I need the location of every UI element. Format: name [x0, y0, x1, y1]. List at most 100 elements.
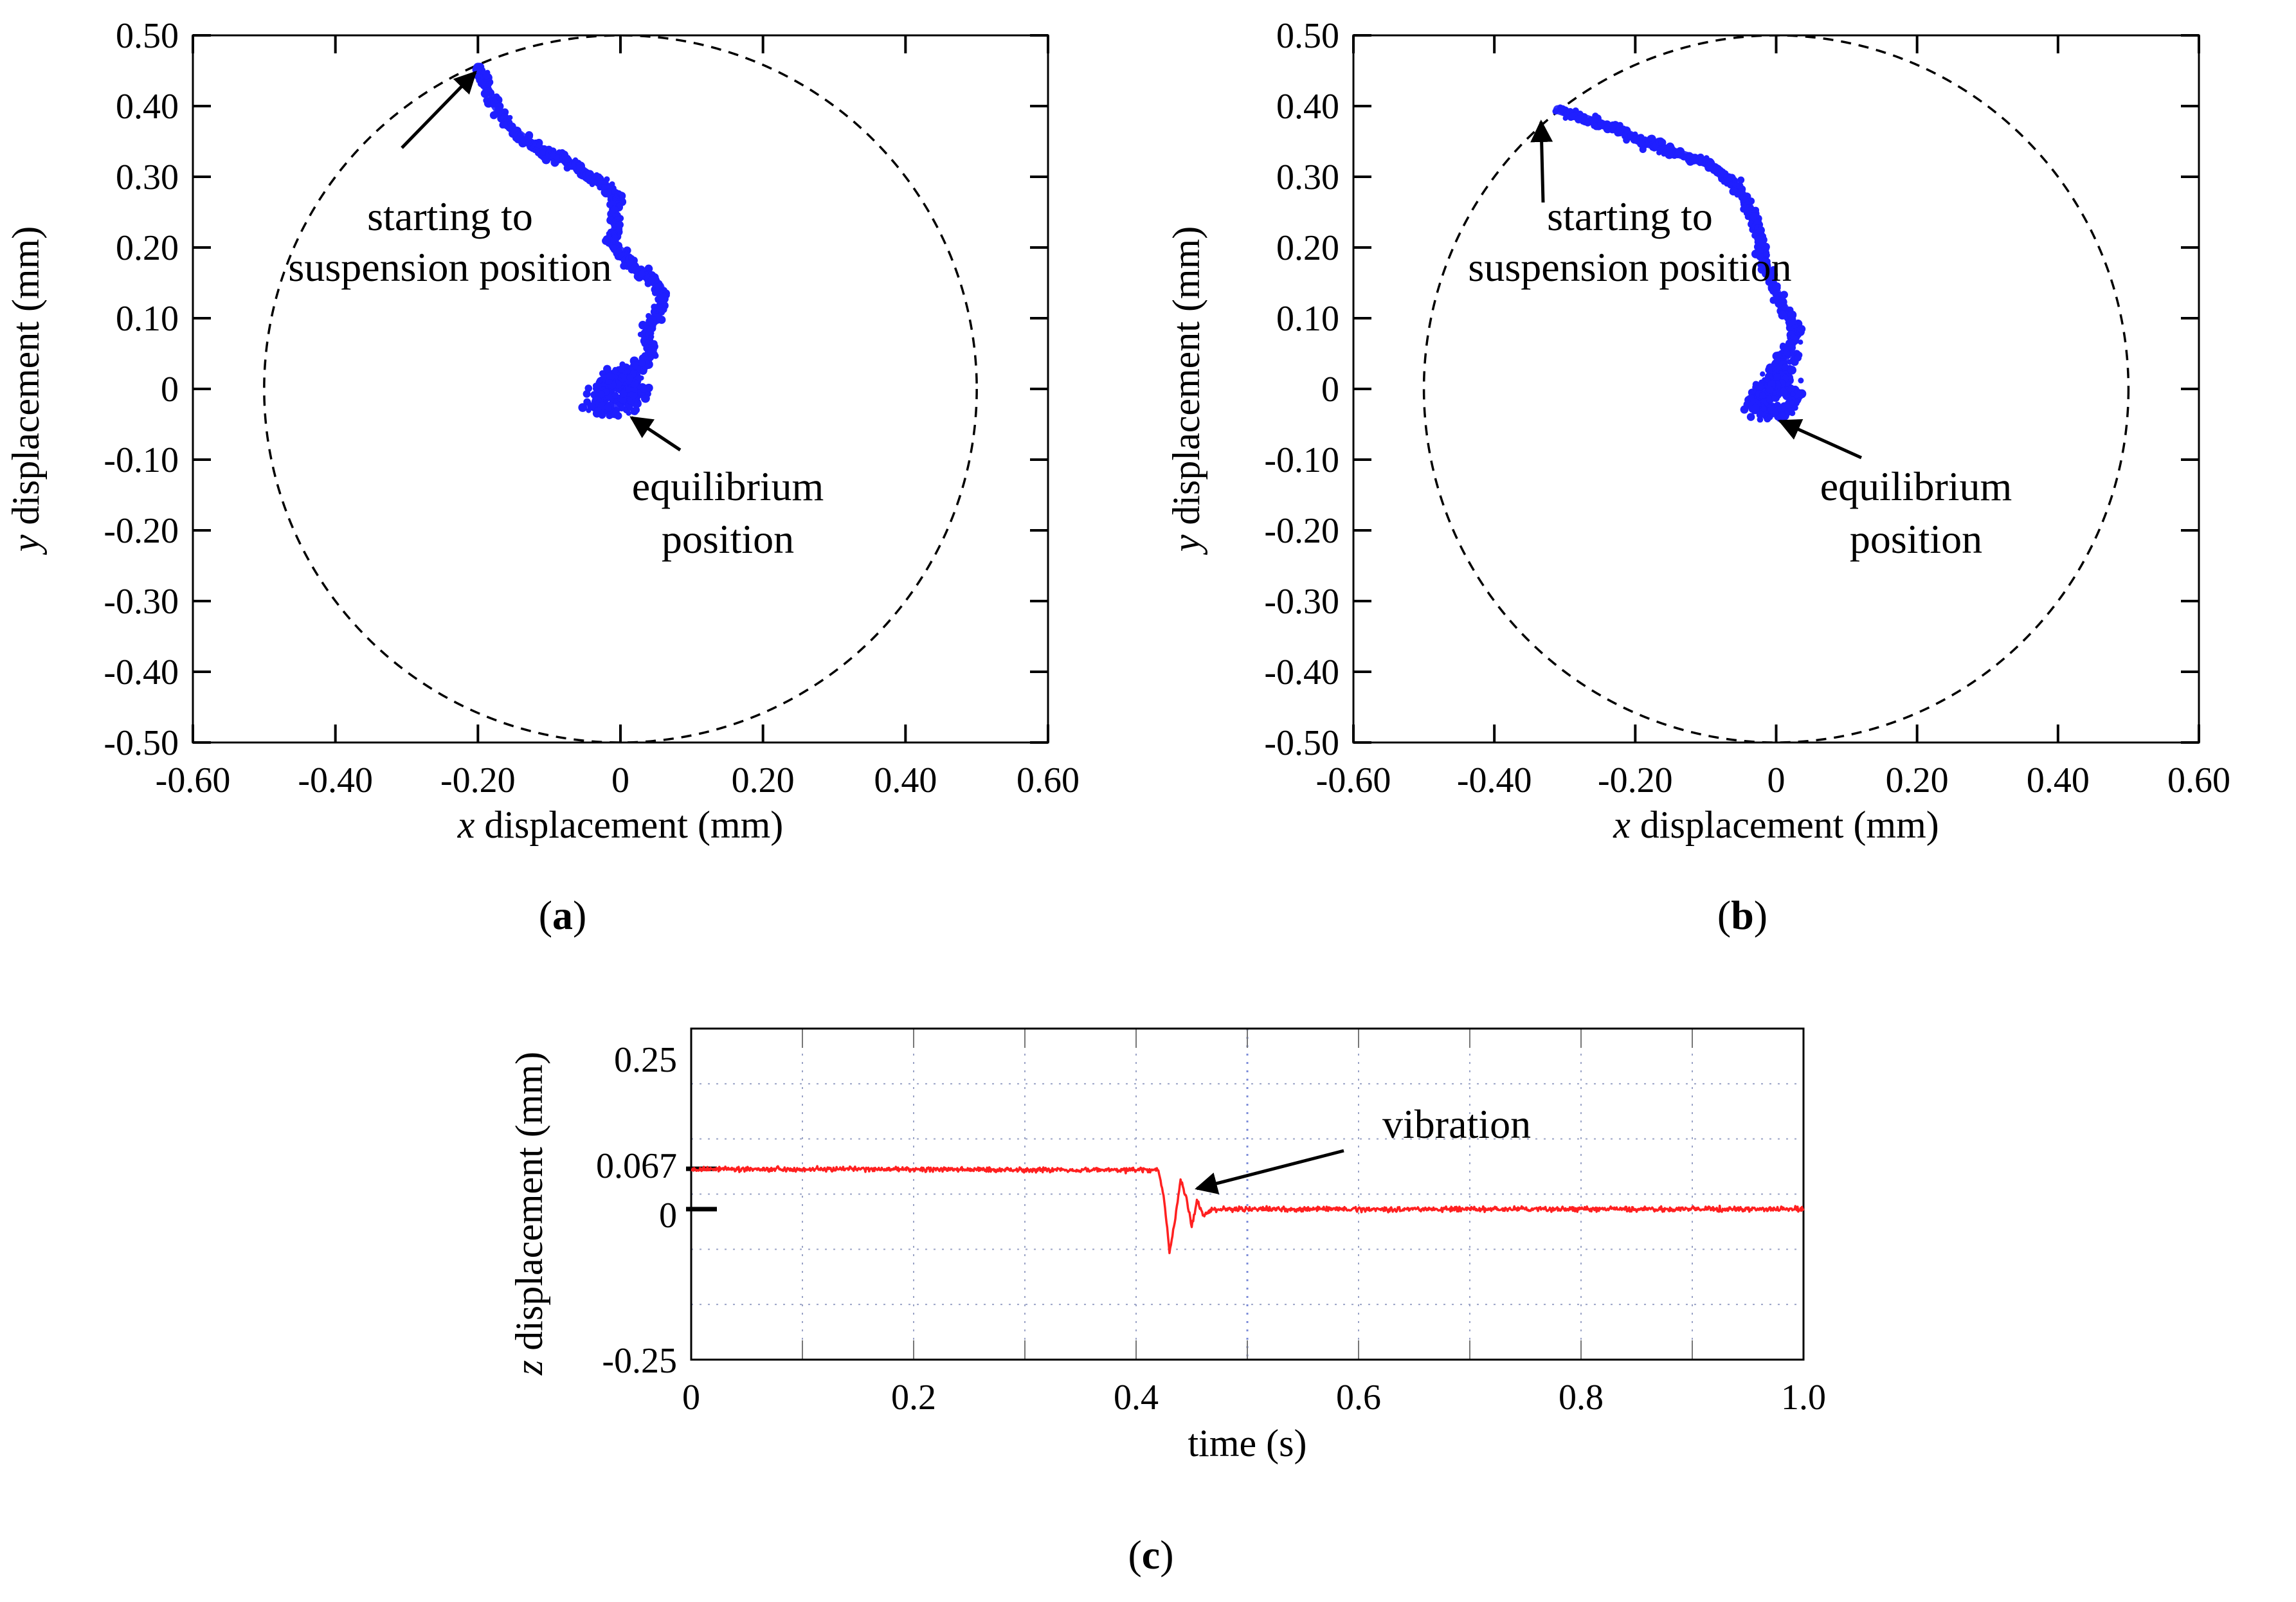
y-axis-label: y displacement (mm) — [1165, 226, 1207, 556]
y-tick-label: -0.20 — [1264, 511, 1339, 551]
trajectory-point — [1647, 134, 1656, 144]
equilibrium-arrow — [1778, 419, 1863, 460]
trajectory-point — [489, 111, 498, 120]
start-annotation-text: starting to — [367, 194, 533, 239]
x-tick-label: 0.2 — [891, 1378, 936, 1418]
trajectory-point — [615, 221, 624, 229]
trajectory-point — [631, 407, 639, 415]
trajectory-point — [640, 385, 648, 393]
trajectory-point — [1734, 192, 1740, 198]
trajectory-point — [604, 404, 612, 411]
trajectory-point — [1756, 411, 1764, 419]
x-tick-label: -0.40 — [1457, 760, 1532, 800]
start-arrow — [401, 70, 477, 149]
trajectory-point — [1782, 345, 1789, 352]
boundary-circle — [263, 35, 978, 742]
trajectory-point — [651, 308, 657, 314]
trajectory-point — [1789, 400, 1795, 406]
equilibrium-arrow — [629, 416, 682, 452]
vibration-annotation-text: vibration — [1382, 1101, 1531, 1147]
y-tick-label: 0.10 — [116, 299, 179, 339]
x-tick-label: -0.40 — [298, 760, 373, 800]
trajectory-point — [614, 411, 622, 420]
trajectory-point — [1784, 402, 1791, 408]
start-annotation-text: suspension position — [1468, 244, 1791, 290]
trajectory-point — [1787, 365, 1797, 375]
trajectory-point — [1787, 407, 1794, 413]
equilibrium-annotation-text: equilibrium — [632, 464, 824, 509]
trajectory-point — [629, 390, 638, 399]
trajectory-point — [1787, 359, 1793, 365]
trajectory-point — [477, 80, 485, 87]
trajectory-point — [1740, 405, 1749, 414]
trajectory-point — [1774, 357, 1781, 364]
y-tick-label: -0.40 — [104, 652, 179, 692]
trajectory-point — [619, 405, 625, 412]
trajectory-point — [1763, 251, 1770, 259]
x-tick-label: -0.20 — [1598, 760, 1673, 800]
trajectory-point — [626, 374, 634, 381]
trajectory-point — [1685, 152, 1693, 159]
trajectory-point — [597, 377, 604, 384]
trajectory-point — [1773, 373, 1781, 381]
trajectory-point — [1755, 382, 1764, 391]
trajectory-point — [1759, 392, 1767, 399]
trajectory-point — [1766, 386, 1774, 394]
trajectory-point — [587, 402, 595, 411]
y-axis-label: z displacement (mm) — [508, 1052, 550, 1376]
y-tick-label: 0.10 — [1276, 299, 1339, 339]
start-arrow — [1530, 120, 1553, 203]
x-tick-label: 0.60 — [1017, 760, 1080, 800]
y-tick-label: 0 — [659, 1196, 677, 1236]
trajectory-point — [1780, 291, 1788, 299]
y-tick-label: -0.30 — [104, 582, 179, 622]
y-tick-label: -0.50 — [1264, 723, 1339, 763]
trajectory-point — [1737, 176, 1745, 184]
x-tick-label: 0.8 — [1559, 1378, 1604, 1418]
trajectory-point — [554, 154, 561, 162]
trajectory-point — [597, 390, 606, 399]
trajectory-point — [617, 365, 626, 373]
trajectory-point — [1760, 371, 1766, 377]
trajectory-point — [1790, 391, 1796, 397]
y-tick-label: 0.067 — [596, 1146, 677, 1186]
trajectory-point — [507, 114, 513, 120]
trajectory-point — [565, 156, 571, 163]
y-tick-label: 0.20 — [116, 228, 179, 268]
trajectory-point — [497, 111, 503, 116]
trajectory-point — [1789, 334, 1796, 341]
y-tick-label: -0.20 — [104, 511, 179, 551]
equilibrium-annotation-text: position — [662, 516, 794, 562]
trajectory-point — [606, 372, 614, 380]
trajectory-point — [1771, 408, 1779, 416]
y-tick-label: 0 — [1321, 370, 1339, 410]
y-tick-label: 0.20 — [1276, 228, 1339, 268]
trajectory-point — [1792, 404, 1798, 411]
trajectory-point — [1762, 258, 1769, 266]
trajectory-point — [1770, 266, 1776, 272]
trajectory-point — [611, 392, 619, 399]
y-tick-label: 0.50 — [1276, 16, 1339, 56]
trajectory-point — [626, 410, 631, 416]
trajectory-point — [633, 266, 640, 274]
trajectory-point — [1751, 404, 1760, 413]
trajectory-point — [1552, 108, 1559, 115]
y-tick-label: -0.50 — [104, 723, 179, 763]
trajectory-point — [487, 87, 493, 93]
trajectory-point — [637, 331, 644, 338]
boundary-circle — [1422, 35, 2130, 742]
x-tick-label: 0.4 — [1114, 1378, 1159, 1418]
trajectory-point — [539, 149, 546, 156]
x-tick-label: 0 — [682, 1378, 700, 1418]
panel-b-plot: -0.60 -0.40 -0.20 0 0.20 0.40 0.60 0.50 0.40 0.30… — [1165, 16, 2230, 938]
trajectory-point — [1788, 344, 1796, 352]
trajectory-point — [1667, 146, 1673, 153]
trajectory-point — [1584, 120, 1590, 125]
trajectory-point — [1613, 122, 1619, 128]
x-tick-label: 0 — [1767, 760, 1785, 800]
trajectory-point — [1676, 147, 1685, 156]
y-tick-label: 0.30 — [116, 158, 179, 197]
y-tick-label: 0.40 — [116, 87, 179, 127]
x-axis-label: x displacement (mm) — [1613, 804, 1939, 846]
